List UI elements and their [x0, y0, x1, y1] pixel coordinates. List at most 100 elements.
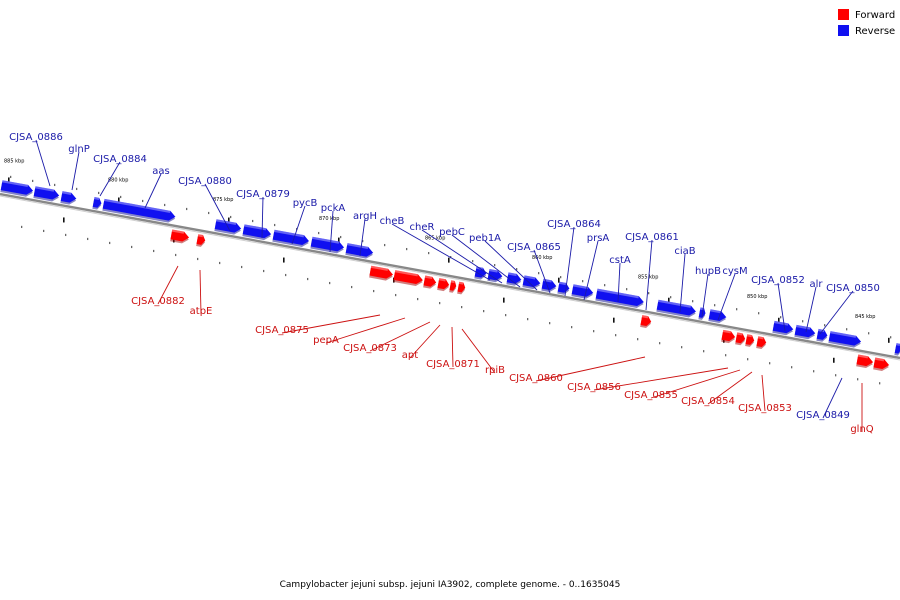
- reverse-gene-arrow-17-body[interactable]: [595, 288, 645, 307]
- forward-gene-arrow-9-body[interactable]: [721, 329, 736, 342]
- forward-gene-arrow-10[interactable]: [735, 332, 746, 346]
- reverse-gene-arrow-12[interactable]: [506, 272, 522, 286]
- reverse-callout-13-label[interactable]: CJSA_0865: [507, 242, 561, 253]
- reverse-callout-8-label[interactable]: argH: [353, 211, 377, 222]
- forward-gene-arrow-9[interactable]: [721, 329, 736, 344]
- forward-gene-arrow-5-body[interactable]: [437, 278, 450, 290]
- reverse-gene-arrow-1[interactable]: [33, 186, 60, 202]
- reverse-gene-arrow-13-body[interactable]: [522, 275, 542, 288]
- forward-callout-6-label[interactable]: CJSA_0871: [426, 359, 480, 370]
- reverse-gene-arrow-4[interactable]: [102, 198, 177, 224]
- reverse-gene-arrow-23[interactable]: [816, 328, 829, 343]
- forward-gene-arrow-5[interactable]: [437, 278, 450, 292]
- reverse-gene-arrow-7[interactable]: [272, 229, 310, 248]
- forward-callout-13-label[interactable]: glnQ: [850, 424, 873, 435]
- forward-gene-arrow-1[interactable]: [196, 234, 206, 247]
- forward-callout-3-label[interactable]: pepA: [313, 335, 339, 346]
- forward-gene-arrow-14-body[interactable]: [873, 357, 890, 371]
- reverse-callout-15-label[interactable]: prsA: [587, 233, 610, 244]
- reverse-callout-20-label[interactable]: cysM: [722, 266, 747, 277]
- reverse-callout-11-label[interactable]: pebC: [439, 227, 465, 238]
- reverse-gene-arrow-23-body[interactable]: [816, 328, 829, 341]
- reverse-gene-arrow-12-body[interactable]: [506, 272, 523, 284]
- forward-callout-11-label[interactable]: CJSA_0854: [681, 396, 735, 407]
- reverse-callout-5-label[interactable]: CJSA_0879: [236, 189, 290, 200]
- forward-gene-arrow-3-body[interactable]: [393, 270, 423, 285]
- forward-gene-arrow-8[interactable]: [640, 315, 652, 329]
- reverse-gene-arrow-19-body[interactable]: [698, 307, 707, 318]
- reverse-gene-arrow-18-body[interactable]: [656, 299, 697, 317]
- reverse-callout-18-label[interactable]: ciaB: [674, 246, 695, 257]
- reverse-gene-arrow-3[interactable]: [92, 196, 103, 210]
- reverse-gene-arrow-11-body[interactable]: [487, 268, 504, 281]
- reverse-gene-arrow-0[interactable]: [0, 180, 34, 198]
- reverse-callout-17-label[interactable]: CJSA_0861: [625, 232, 679, 243]
- forward-callout-2-label[interactable]: CJSA_0875: [255, 325, 309, 336]
- forward-callout-8-label[interactable]: CJSA_0860: [509, 373, 563, 384]
- reverse-gene-arrow-5-body[interactable]: [214, 219, 242, 233]
- reverse-callout-10-label[interactable]: cheR: [410, 222, 435, 233]
- forward-gene-arrow-11[interactable]: [745, 334, 755, 347]
- forward-gene-arrow-13[interactable]: [856, 354, 874, 369]
- reverse-gene-arrow-7-body[interactable]: [272, 229, 310, 246]
- reverse-gene-arrow-16-body[interactable]: [571, 284, 594, 298]
- reverse-callout-9-label[interactable]: cheB: [380, 216, 405, 227]
- reverse-gene-arrow-21[interactable]: [772, 320, 794, 336]
- reverse-gene-arrow-20-body[interactable]: [708, 309, 728, 322]
- reverse-gene-arrow-22-body[interactable]: [794, 324, 816, 338]
- reverse-gene-arrow-11[interactable]: [487, 268, 504, 283]
- forward-gene-arrow-13-body[interactable]: [856, 354, 874, 367]
- forward-callout-4-label[interactable]: CJSA_0873: [343, 343, 397, 354]
- reverse-gene-arrow-2[interactable]: [60, 191, 77, 205]
- forward-gene-arrow-12-body[interactable]: [756, 336, 767, 348]
- reverse-gene-arrow-6-body[interactable]: [242, 224, 272, 239]
- forward-gene-arrow-2-body[interactable]: [369, 265, 394, 280]
- reverse-callout-3-label[interactable]: aas: [152, 166, 169, 177]
- reverse-callout-23-label[interactable]: CJSA_0850: [826, 283, 880, 294]
- forward-gene-arrow-0[interactable]: [170, 229, 190, 244]
- reverse-callout-4-label[interactable]: CJSA_0880: [178, 176, 232, 187]
- reverse-callout-21-label[interactable]: CJSA_0852: [751, 275, 805, 286]
- reverse-gene-arrow-19[interactable]: [698, 307, 706, 320]
- forward-callout-0-label[interactable]: CJSA_0882: [131, 296, 185, 307]
- reverse-callout-24-label[interactable]: CJSA_0849: [796, 410, 850, 421]
- forward-gene-arrow-7[interactable]: [457, 281, 466, 295]
- forward-callout-7-label[interactable]: rpiB: [485, 365, 505, 376]
- reverse-callout-12-label[interactable]: peb1A: [469, 233, 501, 244]
- reverse-gene-arrow-4-body[interactable]: [102, 198, 177, 222]
- reverse-gene-arrow-1-body[interactable]: [33, 186, 60, 200]
- reverse-callout-2-label[interactable]: CJSA_0884: [93, 154, 147, 165]
- reverse-gene-arrow-18[interactable]: [656, 299, 697, 319]
- reverse-callout-19-label[interactable]: hupB: [695, 266, 721, 277]
- forward-callout-5-label[interactable]: apt: [402, 350, 418, 361]
- forward-gene-arrow-3[interactable]: [393, 270, 424, 287]
- reverse-gene-arrow-5[interactable]: [214, 219, 242, 235]
- reverse-gene-arrow-13[interactable]: [522, 275, 541, 290]
- reverse-gene-arrow-2-body[interactable]: [60, 191, 78, 204]
- forward-gene-arrow-4[interactable]: [423, 275, 437, 290]
- reverse-gene-arrow-25[interactable]: [894, 343, 900, 356]
- reverse-gene-arrow-24-body[interactable]: [828, 331, 862, 347]
- reverse-gene-arrow-10-body[interactable]: [474, 266, 488, 279]
- forward-gene-arrow-6[interactable]: [449, 280, 457, 293]
- reverse-callout-0-label[interactable]: CJSA_0886: [9, 132, 63, 143]
- forward-gene-arrow-12[interactable]: [756, 336, 767, 350]
- forward-gene-arrow-7-body[interactable]: [457, 281, 466, 293]
- reverse-gene-arrow-21-body[interactable]: [772, 320, 794, 334]
- forward-callout-12-label[interactable]: CJSA_0853: [738, 403, 792, 414]
- reverse-gene-arrow-17[interactable]: [595, 288, 645, 309]
- reverse-callout-1-label[interactable]: glnP: [68, 144, 90, 155]
- reverse-gene-arrow-8[interactable]: [310, 236, 345, 255]
- reverse-gene-arrow-3-body[interactable]: [92, 196, 103, 208]
- reverse-gene-arrow-9-body[interactable]: [345, 243, 374, 258]
- forward-callout-10-label[interactable]: CJSA_0855: [624, 390, 678, 401]
- reverse-gene-arrow-0-body[interactable]: [0, 180, 34, 196]
- reverse-callout-16-label[interactable]: cstA: [609, 255, 631, 266]
- reverse-callout-6-label[interactable]: pycB: [293, 198, 318, 209]
- reverse-gene-arrow-9[interactable]: [345, 243, 374, 260]
- reverse-gene-arrow-20[interactable]: [708, 309, 727, 324]
- reverse-gene-arrow-8-body[interactable]: [310, 236, 345, 253]
- forward-gene-arrow-6-body[interactable]: [449, 280, 457, 291]
- forward-gene-arrow-11-body[interactable]: [745, 334, 755, 345]
- forward-gene-arrow-1-body[interactable]: [196, 234, 206, 245]
